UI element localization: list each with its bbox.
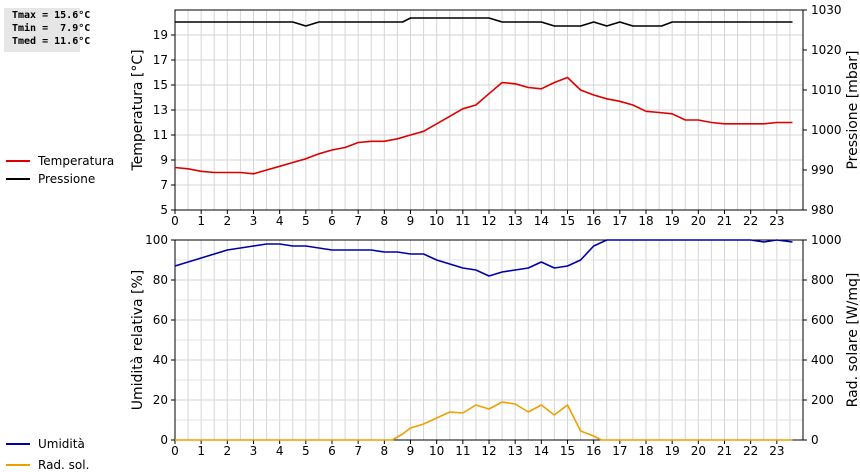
y-tick-label: 40: [153, 353, 168, 367]
y-tick-label: 17: [153, 53, 168, 67]
x-tick-label: 10: [429, 444, 444, 458]
x-tick-label: 16: [586, 444, 601, 458]
x-tick-label: 14: [534, 444, 549, 458]
x-tick-label: 21: [717, 444, 732, 458]
x-tick-label: 3: [250, 214, 258, 228]
x-tick-label: 9: [407, 214, 415, 228]
series-line-temperatura: [174, 76, 793, 175]
x-tick-label: 9: [407, 444, 415, 458]
x-tick-label: 10: [429, 214, 444, 228]
y2-tick-label: 980: [811, 203, 834, 217]
y-tick-label: 60: [153, 313, 168, 327]
x-tick-label: 12: [481, 214, 496, 228]
x-tick-label: 13: [508, 214, 523, 228]
x-tick-label: 5: [302, 214, 310, 228]
y-axis-label: Umidità relativa [%]: [130, 270, 146, 411]
x-tick-label: 17: [612, 214, 627, 228]
y2-tick-label: 1000: [811, 123, 842, 137]
stat-tmin: Tmin = 7.9°C: [12, 23, 91, 34]
y-tick-label: 100: [145, 233, 168, 247]
x-tick-label: 19: [665, 444, 680, 458]
y2-axis-label: Pressione [mbar]: [845, 50, 860, 169]
x-tick-label: 22: [743, 444, 758, 458]
y2-tick-label: 1010: [811, 83, 842, 97]
x-tick-label: 13: [508, 444, 523, 458]
x-tick-label: 12: [481, 444, 496, 458]
y-tick-label: 13: [153, 103, 168, 117]
x-tick-label: 8: [381, 214, 389, 228]
chart-panel-2: 0 1 2 3 4 5 6 7 8 9 10 11 12 13 14 15 16 17 18 19 20 21 22 2302…: [130, 233, 860, 458]
y-tick-label: 5: [160, 203, 168, 217]
y-tick-label: 19: [153, 28, 168, 42]
y2-tick-label: 990: [811, 163, 834, 177]
stat-tmax: Tmax = 15.6°C: [12, 10, 91, 21]
stat-tmed: Tmed = 11.6°C: [12, 36, 91, 47]
x-tick-label: 11: [455, 444, 470, 458]
y2-tick-label: 1020: [811, 43, 842, 57]
series-line-umidit: [174, 239, 793, 277]
x-tick-label: 0: [171, 214, 179, 228]
x-tick-label: 16: [586, 214, 601, 228]
chart-panel-1: 0 1 2 3 4 5 6 7 8 9 10 11 12 13 14 15 16 17 18 19 20 21 22 2357…: [130, 3, 860, 228]
y-tick-label: 7: [160, 178, 168, 192]
x-tick-label: 23: [769, 214, 784, 228]
x-tick-label: 17: [612, 444, 627, 458]
x-tick-label: 15: [560, 214, 575, 228]
y-tick-label: 0: [160, 433, 168, 447]
x-tick-label: 3: [250, 444, 258, 458]
x-tick-label: 5: [302, 444, 310, 458]
y-axis-label: Temperatura [°C]: [130, 49, 146, 171]
x-tick-label: 6: [328, 214, 336, 228]
x-tick-label: 15: [560, 444, 575, 458]
x-tick-label: 19: [665, 214, 680, 228]
y-tick-label: 11: [153, 128, 168, 142]
y2-tick-label: 200: [811, 393, 834, 407]
series-line-rad-sol: [175, 401, 793, 441]
x-tick-label: 1: [197, 214, 205, 228]
y-tick-label: 80: [153, 273, 168, 287]
x-tick-label: 23: [769, 444, 784, 458]
x-tick-label: 18: [638, 214, 653, 228]
legend-swatch-pressione: [6, 178, 30, 180]
legend-swatch-umidita: [6, 443, 30, 445]
y2-tick-label: 400: [811, 353, 834, 367]
x-tick-label: 1: [197, 444, 205, 458]
x-tick-label: 4: [276, 214, 284, 228]
x-tick-label: 4: [276, 444, 284, 458]
y2-tick-label: 600: [811, 313, 834, 327]
stats-box: Tmax = 15.6°C Tmin = 7.9°C Tmed = 11.6°C: [4, 8, 90, 52]
legend-label-umidita: Umidità: [38, 437, 85, 451]
x-tick-label: 7: [354, 444, 362, 458]
y2-tick-label: 1030: [811, 3, 842, 17]
series-line-pressione: [175, 17, 793, 27]
x-tick-label: 0: [171, 444, 179, 458]
x-tick-label: 8: [381, 444, 389, 458]
x-tick-label: 18: [638, 444, 653, 458]
y2-tick-label: 800: [811, 273, 834, 287]
x-tick-label: 2: [224, 214, 232, 228]
legend-swatch-temperatura: [6, 160, 30, 162]
y-tick-label: 20: [153, 393, 168, 407]
legend-label-temperatura: Temperatura: [38, 154, 115, 168]
x-tick-label: 20: [691, 214, 706, 228]
legend-label-radsol: Rad. sol.: [38, 458, 90, 472]
x-tick-label: 20: [691, 444, 706, 458]
x-tick-label: 2: [224, 444, 232, 458]
y-tick-label: 9: [160, 153, 168, 167]
y2-tick-label: 1000: [811, 233, 842, 247]
y2-axis-label: Rad. solare [W/mq]: [845, 273, 860, 408]
legend-swatch-radsol: [6, 464, 30, 466]
x-tick-label: 22: [743, 214, 758, 228]
x-tick-label: 21: [717, 214, 732, 228]
x-tick-label: 14: [534, 214, 549, 228]
weather-charts: 0 1 2 3 4 5 6 7 8 9 10 11 12 13 14 15 16 17 18 19 20 21 22 2357…: [130, 3, 860, 458]
legend-label-pressione: Pressione: [38, 172, 96, 186]
y-tick-label: 15: [153, 78, 168, 92]
x-tick-label: 11: [455, 214, 470, 228]
y2-tick-label: 0: [811, 433, 819, 447]
x-tick-label: 7: [354, 214, 362, 228]
x-tick-label: 6: [328, 444, 336, 458]
